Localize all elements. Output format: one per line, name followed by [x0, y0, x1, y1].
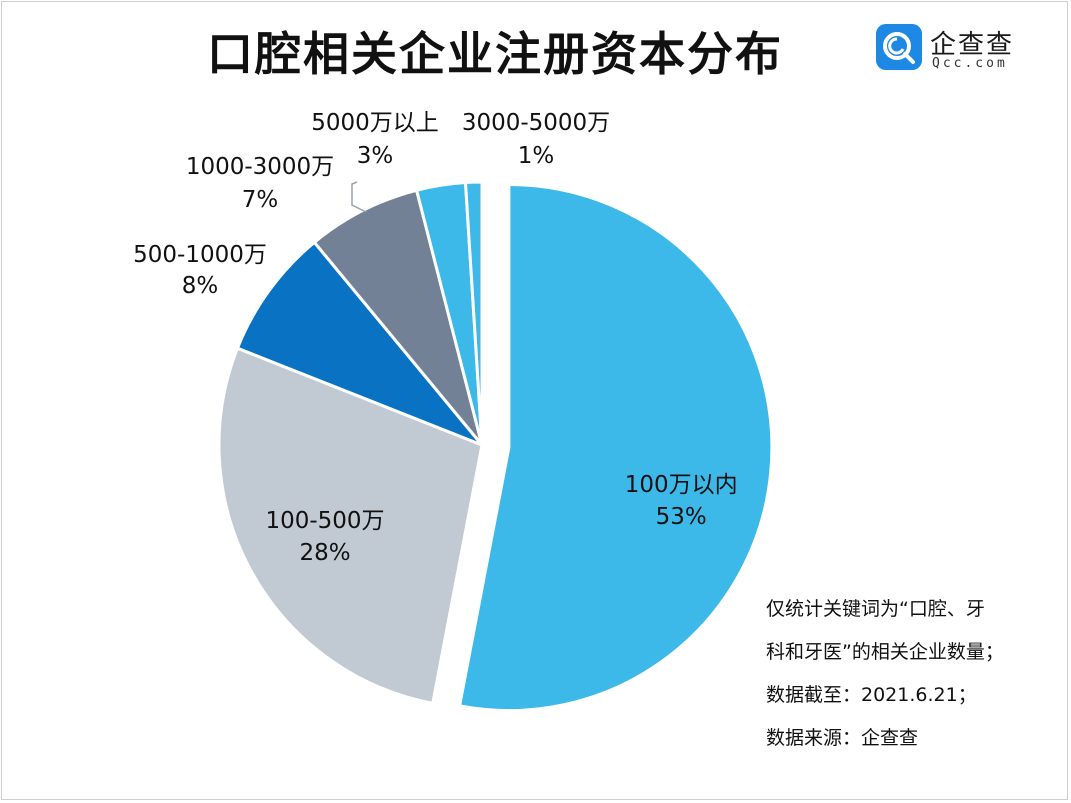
logo-domain: Qcc.com	[932, 56, 1008, 71]
pie-slice	[463, 180, 484, 447]
slice-percent-label: 1%	[518, 143, 555, 169]
footnote-line: 科和牙医”的相关企业数量；	[766, 641, 1004, 663]
slice-percent-label: 28%	[299, 540, 350, 566]
logo-name: 企查查	[930, 30, 1015, 60]
qcc-logo: 企查查 Qcc.com	[876, 24, 1026, 76]
footnote-line: 仅统计关键词为“口腔、牙	[766, 598, 985, 620]
pie-slice	[217, 346, 484, 705]
slice-category-label: 3000-5000万	[462, 110, 610, 136]
slice-percent-label: 53%	[656, 504, 707, 530]
slice-category-label: 100万以内	[625, 472, 738, 498]
slice-category-label: 1000-3000万	[186, 154, 334, 180]
slice-category-label: 100-500万	[265, 508, 384, 534]
footnote-line: 数据截至：2021.6.21；	[766, 684, 977, 706]
footnote-line: 数据来源：企查查	[766, 727, 919, 749]
slice-category-label: 5000万以上	[311, 110, 439, 136]
footnote: 仅统计关键词为“口腔、牙 科和牙医”的相关企业数量； 数据截至：2021.6.2…	[766, 588, 1056, 760]
slice-percent-label: 7%	[242, 187, 279, 213]
pie-slice	[458, 183, 774, 713]
leader-line	[351, 181, 367, 213]
slice-category-label: 500-1000万	[133, 242, 267, 268]
slice-percent-label: 3%	[357, 143, 394, 169]
slice-percent-label: 8%	[182, 273, 219, 299]
pie-slice	[235, 240, 484, 447]
qcc-logo-icon	[876, 24, 922, 70]
chart-title: 口腔相关企业注册资本分布	[207, 27, 783, 81]
